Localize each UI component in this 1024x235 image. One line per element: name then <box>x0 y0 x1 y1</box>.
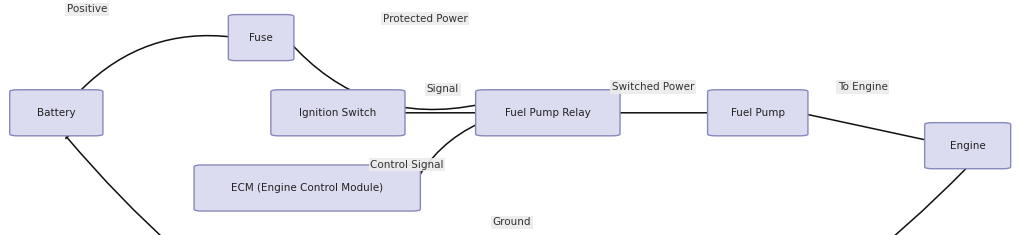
Text: Fuel Pump Relay: Fuel Pump Relay <box>505 108 591 118</box>
Text: Fuse: Fuse <box>249 33 273 43</box>
Text: Ignition Switch: Ignition Switch <box>299 108 377 118</box>
FancyBboxPatch shape <box>475 90 621 136</box>
Text: Signal: Signal <box>427 84 459 94</box>
Text: To Engine: To Engine <box>838 82 888 92</box>
FancyBboxPatch shape <box>270 90 406 136</box>
FancyBboxPatch shape <box>10 90 102 136</box>
Text: Protected Power: Protected Power <box>383 14 467 24</box>
Text: ECM (Engine Control Module): ECM (Engine Control Module) <box>231 183 383 193</box>
Text: Positive: Positive <box>67 4 108 14</box>
Text: Fuel Pump: Fuel Pump <box>731 108 784 118</box>
FancyBboxPatch shape <box>925 123 1011 169</box>
FancyBboxPatch shape <box>708 90 808 136</box>
Text: Ground: Ground <box>493 217 531 227</box>
Text: Battery: Battery <box>37 108 76 118</box>
FancyBboxPatch shape <box>195 165 420 211</box>
Text: Engine: Engine <box>950 141 985 151</box>
FancyBboxPatch shape <box>228 15 294 61</box>
Text: Control Signal: Control Signal <box>371 160 443 169</box>
Text: Switched Power: Switched Power <box>611 82 694 92</box>
